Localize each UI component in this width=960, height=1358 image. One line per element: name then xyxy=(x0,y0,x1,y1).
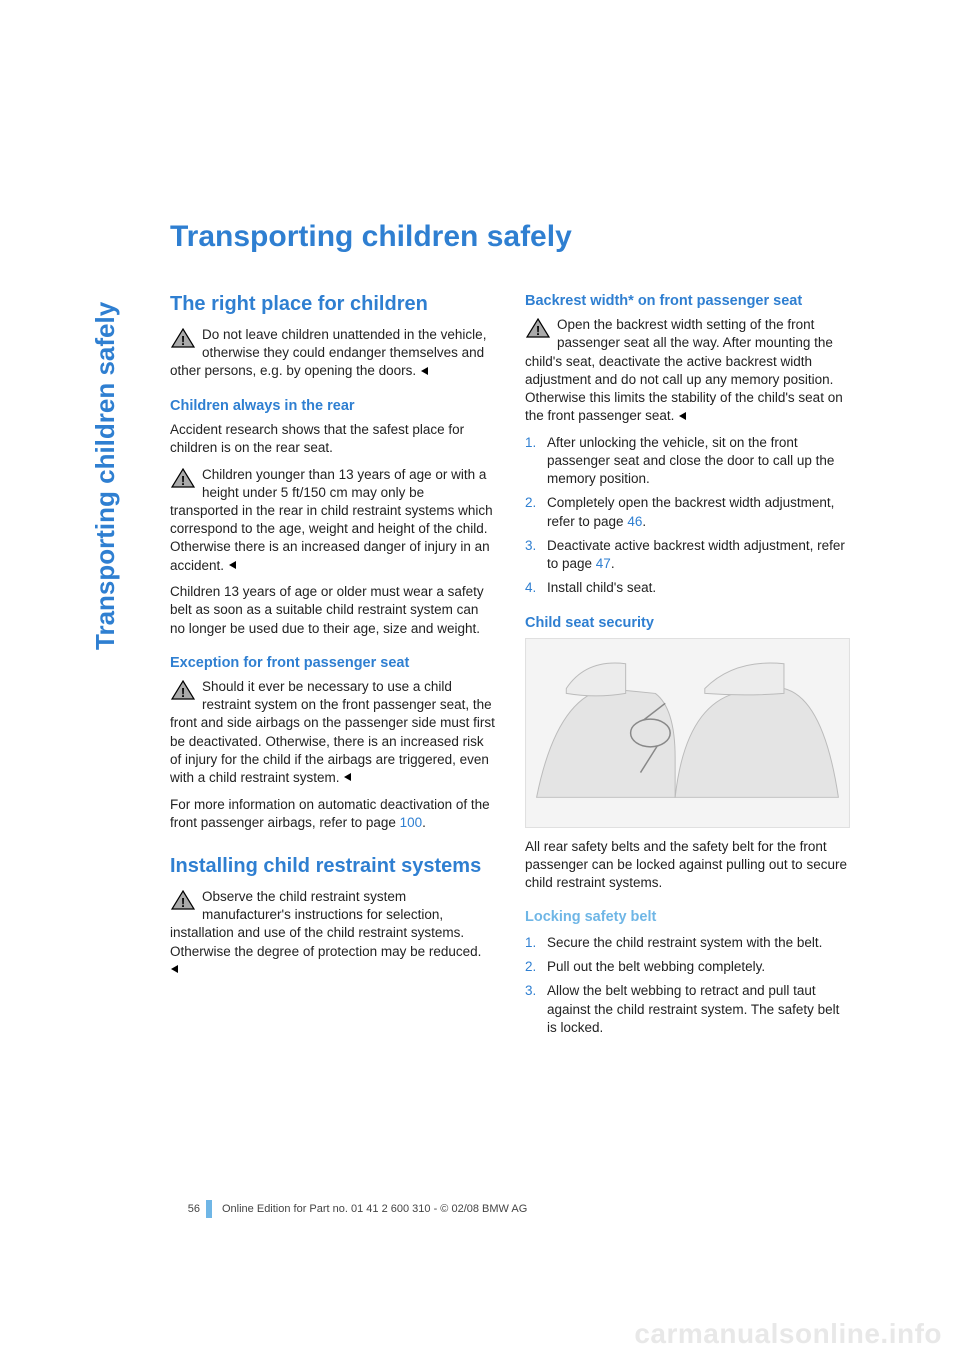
warning-text-4: Observe the child restraint system manuf… xyxy=(170,889,481,959)
page-content: Transporting children safely The right p… xyxy=(170,220,850,1045)
list-item: 1.After unlocking the vehicle, sit on th… xyxy=(525,434,850,489)
footer-line: 56 Online Edition for Part no. 01 41 2 6… xyxy=(170,1200,850,1218)
page-link-47[interactable]: 47 xyxy=(596,556,611,571)
side-tab-text: Transporting children safely xyxy=(90,302,121,650)
paragraph-exception-ref: For more information on automatic deacti… xyxy=(170,796,495,832)
end-marker-icon xyxy=(228,557,238,575)
list-item: 2.Pull out the belt webbing completely. xyxy=(525,958,850,976)
warning-block-3: ! Should it ever be necessary to use a c… xyxy=(170,678,495,788)
warning-icon: ! xyxy=(170,889,196,911)
heading-exception-front: Exception for front passenger seat xyxy=(170,654,495,672)
svg-text:!: ! xyxy=(181,895,185,910)
end-marker-icon xyxy=(343,769,353,787)
left-column: The right place for children ! Do not le… xyxy=(170,292,495,1045)
step-text: Allow the belt webbing to retract and pu… xyxy=(547,982,850,1037)
end-marker-icon xyxy=(170,961,180,979)
step-number: 1. xyxy=(525,434,547,489)
list-item: 3.Allow the belt webbing to retract and … xyxy=(525,982,850,1037)
section-side-tab: Transporting children safely xyxy=(90,220,130,740)
step-number: 3. xyxy=(525,982,547,1037)
text-segment: . xyxy=(611,556,615,571)
end-marker-icon xyxy=(678,408,688,426)
step-number: 4. xyxy=(525,579,547,597)
list-item: 2.Completely open the backrest width adj… xyxy=(525,494,850,530)
heading-install-systems: Installing child restraint systems xyxy=(170,854,495,878)
warning-text-2: Children younger than 13 years of age or… xyxy=(170,467,493,573)
step-number: 2. xyxy=(525,494,547,530)
page-link-46[interactable]: 46 xyxy=(627,514,642,529)
step-number: 2. xyxy=(525,958,547,976)
heading-child-seat-security: Child seat security xyxy=(525,614,850,632)
step-text: After unlocking the vehicle, sit on the … xyxy=(547,434,850,489)
footer-text: Online Edition for Part no. 01 41 2 600 … xyxy=(222,1203,527,1215)
warning-block-1: ! Do not leave children unattended in th… xyxy=(170,326,495,381)
heading-locking-belt: Locking safety belt xyxy=(525,908,850,928)
end-marker-icon xyxy=(420,363,430,381)
step-text: Secure the child restraint system with t… xyxy=(547,934,822,952)
svg-text:!: ! xyxy=(181,685,185,700)
footer-marker-icon xyxy=(206,1200,212,1218)
svg-text:!: ! xyxy=(181,333,185,348)
warning-block-2: ! Children younger than 13 years of age … xyxy=(170,466,495,576)
page-link-100[interactable]: 100 xyxy=(400,815,423,830)
text-segment: . xyxy=(642,514,646,529)
warning-text-1: Do not leave children unattended in the … xyxy=(170,327,486,378)
step-number: 3. xyxy=(525,537,547,573)
warning-icon: ! xyxy=(170,679,196,701)
paragraph-seat-security: All rear safety belts and the safety bel… xyxy=(525,838,850,893)
text-segment: Completely open the backrest width adjus… xyxy=(547,495,834,528)
chapter-title: Transporting children safely xyxy=(170,220,850,254)
svg-text:!: ! xyxy=(536,323,540,338)
heading-children-rear: Children always in the rear xyxy=(170,397,495,415)
list-item: 1.Secure the child restraint system with… xyxy=(525,934,850,952)
page-number: 56 xyxy=(170,1203,200,1215)
warning-block-4: ! Observe the child restraint system man… xyxy=(170,888,495,979)
warning-icon: ! xyxy=(525,317,551,339)
two-column-layout: The right place for children ! Do not le… xyxy=(170,292,850,1045)
step-text: Deactivate active backrest width adjustm… xyxy=(547,537,850,573)
text-segment: . xyxy=(422,815,426,830)
paragraph-rear-research: Accident research shows that the safest … xyxy=(170,421,495,457)
page-footer: 56 Online Edition for Part no. 01 41 2 6… xyxy=(170,1200,850,1218)
warning-icon: ! xyxy=(170,327,196,349)
step-number: 1. xyxy=(525,934,547,952)
seat-security-figure xyxy=(525,638,850,828)
text-segment: Deactivate active backrest width adjustm… xyxy=(547,538,845,571)
step-text: Install child's seat. xyxy=(547,579,656,597)
list-item: 4.Install child's seat. xyxy=(525,579,850,597)
heading-backrest-width: Backrest width* on front passenger seat xyxy=(525,292,850,310)
right-column: Backrest width* on front passenger seat … xyxy=(525,292,850,1045)
step-text: Completely open the backrest width adjus… xyxy=(547,494,850,530)
warning-text-3: Should it ever be necessary to use a chi… xyxy=(170,679,495,785)
step-text: Pull out the belt webbing completely. xyxy=(547,958,765,976)
list-item: 3.Deactivate active backrest width adjus… xyxy=(525,537,850,573)
watermark-text: carmanualsonline.info xyxy=(634,1318,942,1350)
locking-steps-list: 1.Secure the child restraint system with… xyxy=(525,934,850,1037)
text-segment: For more information on automatic deacti… xyxy=(170,797,490,830)
backrest-steps-list: 1.After unlocking the vehicle, sit on th… xyxy=(525,434,850,598)
warning-icon: ! xyxy=(170,467,196,489)
heading-right-place: The right place for children xyxy=(170,292,495,316)
svg-text:!: ! xyxy=(181,473,185,488)
paragraph-rear-13years: Children 13 years of age or older must w… xyxy=(170,583,495,638)
warning-block-5: ! Open the backrest width setting of the… xyxy=(525,316,850,426)
